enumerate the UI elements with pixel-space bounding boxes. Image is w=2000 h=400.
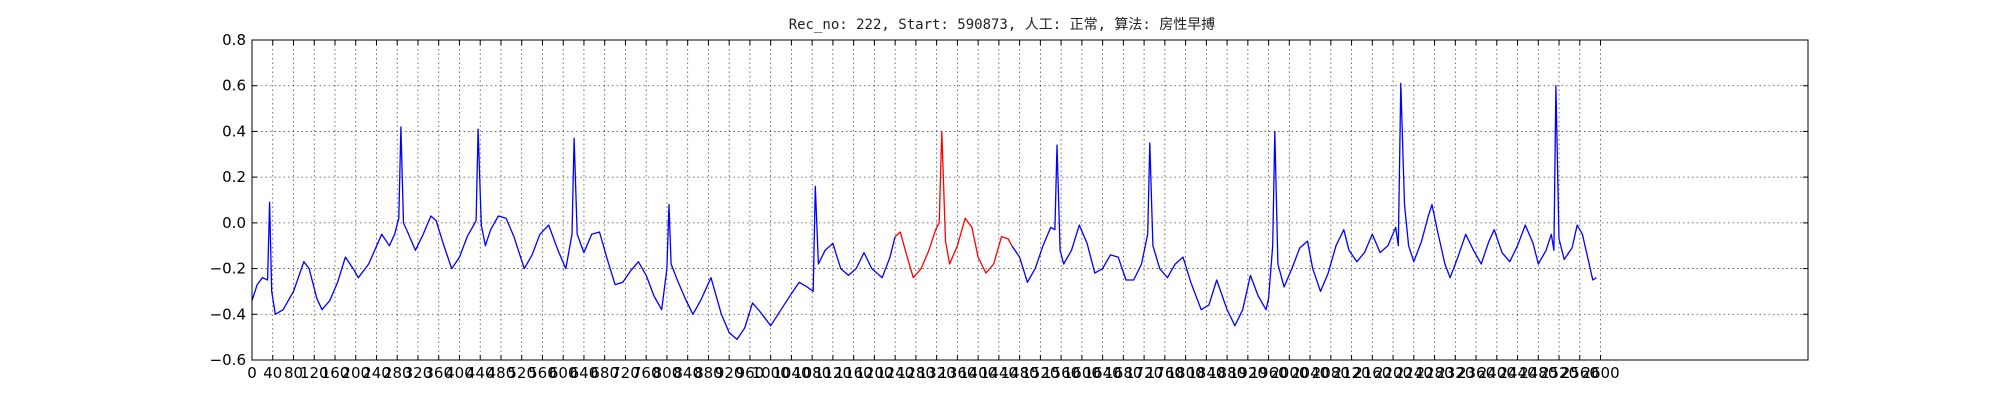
- x-tick-label: 640: [570, 364, 599, 382]
- x-tick-label: 240: [362, 364, 391, 382]
- axes-frame: [251, 39, 1809, 361]
- x-tick-label: 2040: [1291, 364, 1329, 382]
- x-tick-label: 880: [694, 364, 723, 382]
- x-tick-label: 200: [341, 364, 370, 382]
- x-tick-label: 360: [424, 364, 453, 382]
- x-tick-label: 1080: [793, 364, 831, 382]
- x-tick-label: 1920: [1229, 364, 1267, 382]
- x-tick-label: 1800: [1167, 364, 1205, 382]
- x-tick-label: 1240: [876, 364, 914, 382]
- x-tick-label: 440: [466, 364, 495, 382]
- x-tick-label: 1440: [980, 364, 1018, 382]
- series-layer: [251, 82, 1597, 341]
- x-tick-label: 1560: [1042, 364, 1080, 382]
- x-tick-label: 1360: [938, 364, 976, 382]
- x-tick-label: 2240: [1395, 364, 1433, 382]
- x-tick-label: 1720: [1125, 364, 1163, 382]
- x-tick-label: 1000: [752, 364, 790, 382]
- x-tick-label: 0: [247, 364, 257, 382]
- x-tick-label: 560: [528, 364, 557, 382]
- x-tick-label: 760: [632, 364, 661, 382]
- x-tick-label: 2520: [1540, 364, 1578, 382]
- y-tick-label: 0.2: [222, 168, 246, 186]
- x-tick-label: 720: [611, 364, 640, 382]
- x-tick-label: 1760: [1146, 364, 1184, 382]
- x-tick-label: 1280: [897, 364, 935, 382]
- x-tick-label: 2000: [1270, 364, 1308, 382]
- series-line-2: [1011, 82, 1597, 327]
- x-tick-label: 160: [321, 364, 350, 382]
- x-tick-label: 1600: [1063, 364, 1101, 382]
- x-tick-label: 1960: [1249, 364, 1287, 382]
- x-tick-label: 960: [736, 364, 765, 382]
- x-tick-label: 120: [300, 364, 329, 382]
- axes-layer: [251, 39, 1809, 361]
- x-tick-label: 600: [549, 364, 578, 382]
- x-tick-label: 2560: [1561, 364, 1599, 382]
- y-tick-label: 0.8: [222, 31, 246, 49]
- x-tick-label: 1320: [918, 364, 956, 382]
- y-tick-label: −0.2: [210, 260, 246, 278]
- x-tick-label: 2440: [1498, 364, 1536, 382]
- x-tick-label: 280: [383, 364, 412, 382]
- x-tick-label: 920: [715, 364, 744, 382]
- x-tick-label: 2320: [1436, 364, 1474, 382]
- x-tick-label: 2400: [1478, 364, 1516, 382]
- y-tick-label: 0.6: [222, 77, 246, 95]
- x-tick-label: 1640: [1084, 364, 1122, 382]
- x-tick-label: 2080: [1312, 364, 1350, 382]
- x-tick-label: 1880: [1208, 364, 1246, 382]
- x-tick-label: 2120: [1332, 364, 1370, 382]
- x-tick-label: 2360: [1457, 364, 1495, 382]
- x-tick-label: 2160: [1353, 364, 1391, 382]
- x-tick-label: 1480: [1001, 364, 1039, 382]
- x-tick-label: 1840: [1187, 364, 1225, 382]
- y-tick-label: −0.6: [210, 351, 246, 369]
- x-tick-label: 1520: [1021, 364, 1059, 382]
- x-tick-label: 1160: [835, 364, 873, 382]
- x-tick-label: 480: [487, 364, 516, 382]
- y-tick-label: 0.0: [222, 214, 246, 232]
- x-tick-label: 520: [507, 364, 536, 382]
- series-line-0: [251, 126, 896, 341]
- x-tick-label: 1200: [855, 364, 893, 382]
- x-tick-label: 2280: [1415, 364, 1453, 382]
- x-tick-label: 1400: [959, 364, 997, 382]
- x-tick-label: 400: [445, 364, 474, 382]
- series-line-1: [894, 130, 1013, 279]
- x-tick-label: 80: [284, 364, 303, 382]
- x-tick-label: 2600: [1581, 364, 1619, 382]
- x-tick-label: 2480: [1519, 364, 1557, 382]
- chart-title: Rec_no: 222, Start: 590873, 人工: 正常, 算法: …: [789, 16, 1216, 33]
- x-tick-label: 2200: [1374, 364, 1412, 382]
- x-tick-label: 680: [590, 364, 619, 382]
- x-tick-label: 840: [673, 364, 702, 382]
- x-tick-label: 1680: [1104, 364, 1142, 382]
- x-tick-label: 1120: [814, 364, 852, 382]
- ticks-layer: 0 40 8012016020024028032036040044048052056…: [210, 31, 1808, 382]
- x-tick-label: 800: [653, 364, 682, 382]
- x-tick-label: 1040: [772, 364, 810, 382]
- y-tick-label: −0.4: [210, 305, 246, 323]
- grid-layer: [251, 39, 1808, 361]
- x-tick-label: 40: [263, 364, 282, 382]
- y-tick-label: 0.4: [222, 122, 246, 140]
- x-tick-label: 320: [404, 364, 433, 382]
